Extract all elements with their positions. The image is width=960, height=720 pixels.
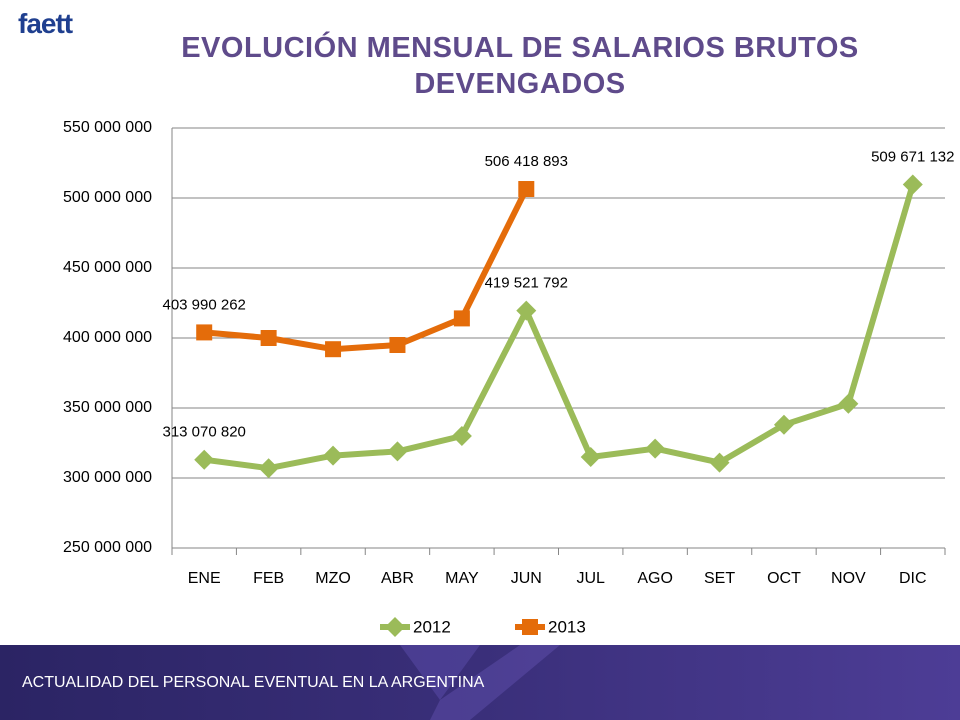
y-tick-label: 550 000 000	[63, 119, 152, 136]
legend-label: 2013	[548, 617, 586, 636]
marker	[516, 300, 537, 321]
marker	[196, 324, 213, 341]
x-tick-label: MZO	[315, 570, 351, 587]
marker	[258, 458, 279, 479]
data-label: 506 418 893	[485, 153, 568, 170]
x-tick-label: SET	[704, 570, 735, 587]
y-tick-label: 350 000 000	[63, 399, 152, 416]
marker	[451, 426, 472, 446]
marker	[522, 619, 538, 635]
footer-chevron	[400, 645, 480, 700]
series-line	[203, 187, 529, 353]
x-tick-label: AGO	[637, 570, 673, 587]
y-tick-label: 250 000 000	[63, 539, 152, 556]
marker	[645, 438, 666, 459]
marker	[518, 181, 535, 198]
marker	[194, 449, 215, 470]
data-label: 313 070 820	[162, 424, 245, 441]
marker	[838, 393, 859, 414]
chart-title: EVOLUCIÓN MENSUAL DE SALARIOS BRUTOS DEV…	[181, 32, 859, 100]
marker	[323, 445, 344, 466]
x-tick-label: OCT	[767, 570, 801, 587]
data-label: 403 990 262	[162, 296, 245, 313]
marker	[580, 447, 601, 467]
x-tick-label: JUN	[511, 570, 542, 587]
x-tick-label: FEB	[253, 570, 284, 587]
marker	[260, 330, 277, 346]
x-tick-label: JUL	[576, 570, 605, 587]
y-tick-label: 300 000 000	[63, 469, 152, 486]
y-tick-label: 400 000 000	[63, 329, 152, 346]
marker	[387, 441, 408, 462]
series-line	[203, 183, 916, 472]
marker	[709, 452, 730, 473]
y-tick-label: 500 000 000	[63, 189, 152, 206]
marker	[385, 617, 405, 637]
y-tick-label: 450 000 000	[63, 259, 152, 276]
legend-label: 2012	[413, 617, 451, 636]
data-label: 419 521 792	[485, 275, 568, 292]
footer-chevron	[430, 645, 560, 720]
footer-band	[0, 645, 960, 720]
x-tick-label: ABR	[381, 570, 414, 587]
x-tick-label: ENE	[188, 570, 221, 587]
x-tick-label: MAY	[445, 570, 479, 587]
marker	[389, 337, 406, 353]
marker	[453, 310, 470, 327]
x-tick-label: DIC	[899, 570, 927, 587]
x-tick-label: NOV	[831, 570, 866, 587]
footer-text: ACTUALIDAD DEL PERSONAL EVENTUAL EN LA A…	[22, 674, 485, 691]
marker	[325, 341, 342, 358]
logo: faett	[18, 8, 73, 39]
data-label: 509 671 132	[871, 148, 954, 165]
marker	[773, 414, 794, 435]
marker	[902, 174, 923, 195]
